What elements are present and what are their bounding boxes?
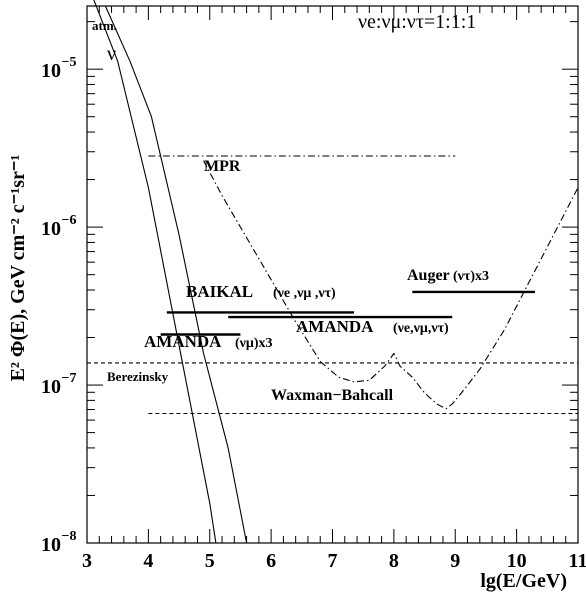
- series-mpr-line: [203, 160, 579, 410]
- x-tick-label: 5: [205, 550, 215, 572]
- y-tick-exponent: −8: [62, 529, 77, 544]
- series-layer: [87, 0, 579, 544]
- x-tick-labels: 3 4 5 6 7 8 9 10 11: [82, 550, 586, 572]
- x-tick-label: 10: [507, 550, 527, 572]
- y-tick-label: 10: [41, 60, 61, 82]
- baikal-label: BAIKAL: [186, 282, 253, 301]
- auger-label: Auger: [407, 267, 450, 284]
- amanda-mu-label: AMANDA: [144, 332, 222, 351]
- plot-frame: [86, 5, 579, 544]
- x-tick-label: 3: [82, 550, 92, 572]
- x-tick-label: 4: [143, 550, 153, 572]
- amanda-all-label: AMANDA: [296, 317, 374, 336]
- y-axis-label: E² Φ(E), GeV cm⁻² c⁻¹sr⁻¹: [7, 155, 29, 382]
- y-tick-exponent: −7: [62, 371, 77, 386]
- series-atm-line: [93, 0, 217, 544]
- x-tick-label: 9: [450, 550, 460, 572]
- y-tick-exponent: −6: [62, 213, 77, 228]
- atm-label: atm.: [92, 18, 117, 33]
- waxman-bahcall-label: Waxman−Bahcall: [271, 387, 394, 404]
- y-tick-label: 10: [41, 218, 61, 240]
- x-axis-label: lg(E/GeV): [480, 570, 567, 592]
- nu-label: ν: [107, 43, 116, 65]
- flavor-ratio-label: νe:νμ:ντ=1:1:1: [358, 11, 476, 33]
- amanda-all-flavors-label: (νe,νμ,ντ): [393, 321, 449, 336]
- baikal-flavors-label: (νe ,νμ ,ντ): [273, 286, 336, 301]
- x-tick-label: 6: [266, 550, 276, 572]
- berezinsky-label: Berezinsky: [107, 369, 169, 384]
- axis-ticks: [86, 6, 579, 544]
- amanda-mu-flavor-label: (νμ)x3: [235, 336, 273, 351]
- x-tick-label: 8: [389, 550, 399, 572]
- x-tick-label: 11: [569, 550, 586, 572]
- y-tick-label: 10: [41, 534, 61, 556]
- y-tick-exponent: −5: [62, 55, 77, 70]
- y-tick-labels: 10−510−610−710−8: [41, 55, 76, 556]
- series-atm-line: [104, 5, 248, 544]
- mpr-label: MPR: [204, 158, 241, 175]
- x-tick-label: 7: [328, 550, 338, 572]
- auger-flavor-label: (ντ)x3: [453, 269, 489, 284]
- y-tick-label: 10: [41, 376, 61, 398]
